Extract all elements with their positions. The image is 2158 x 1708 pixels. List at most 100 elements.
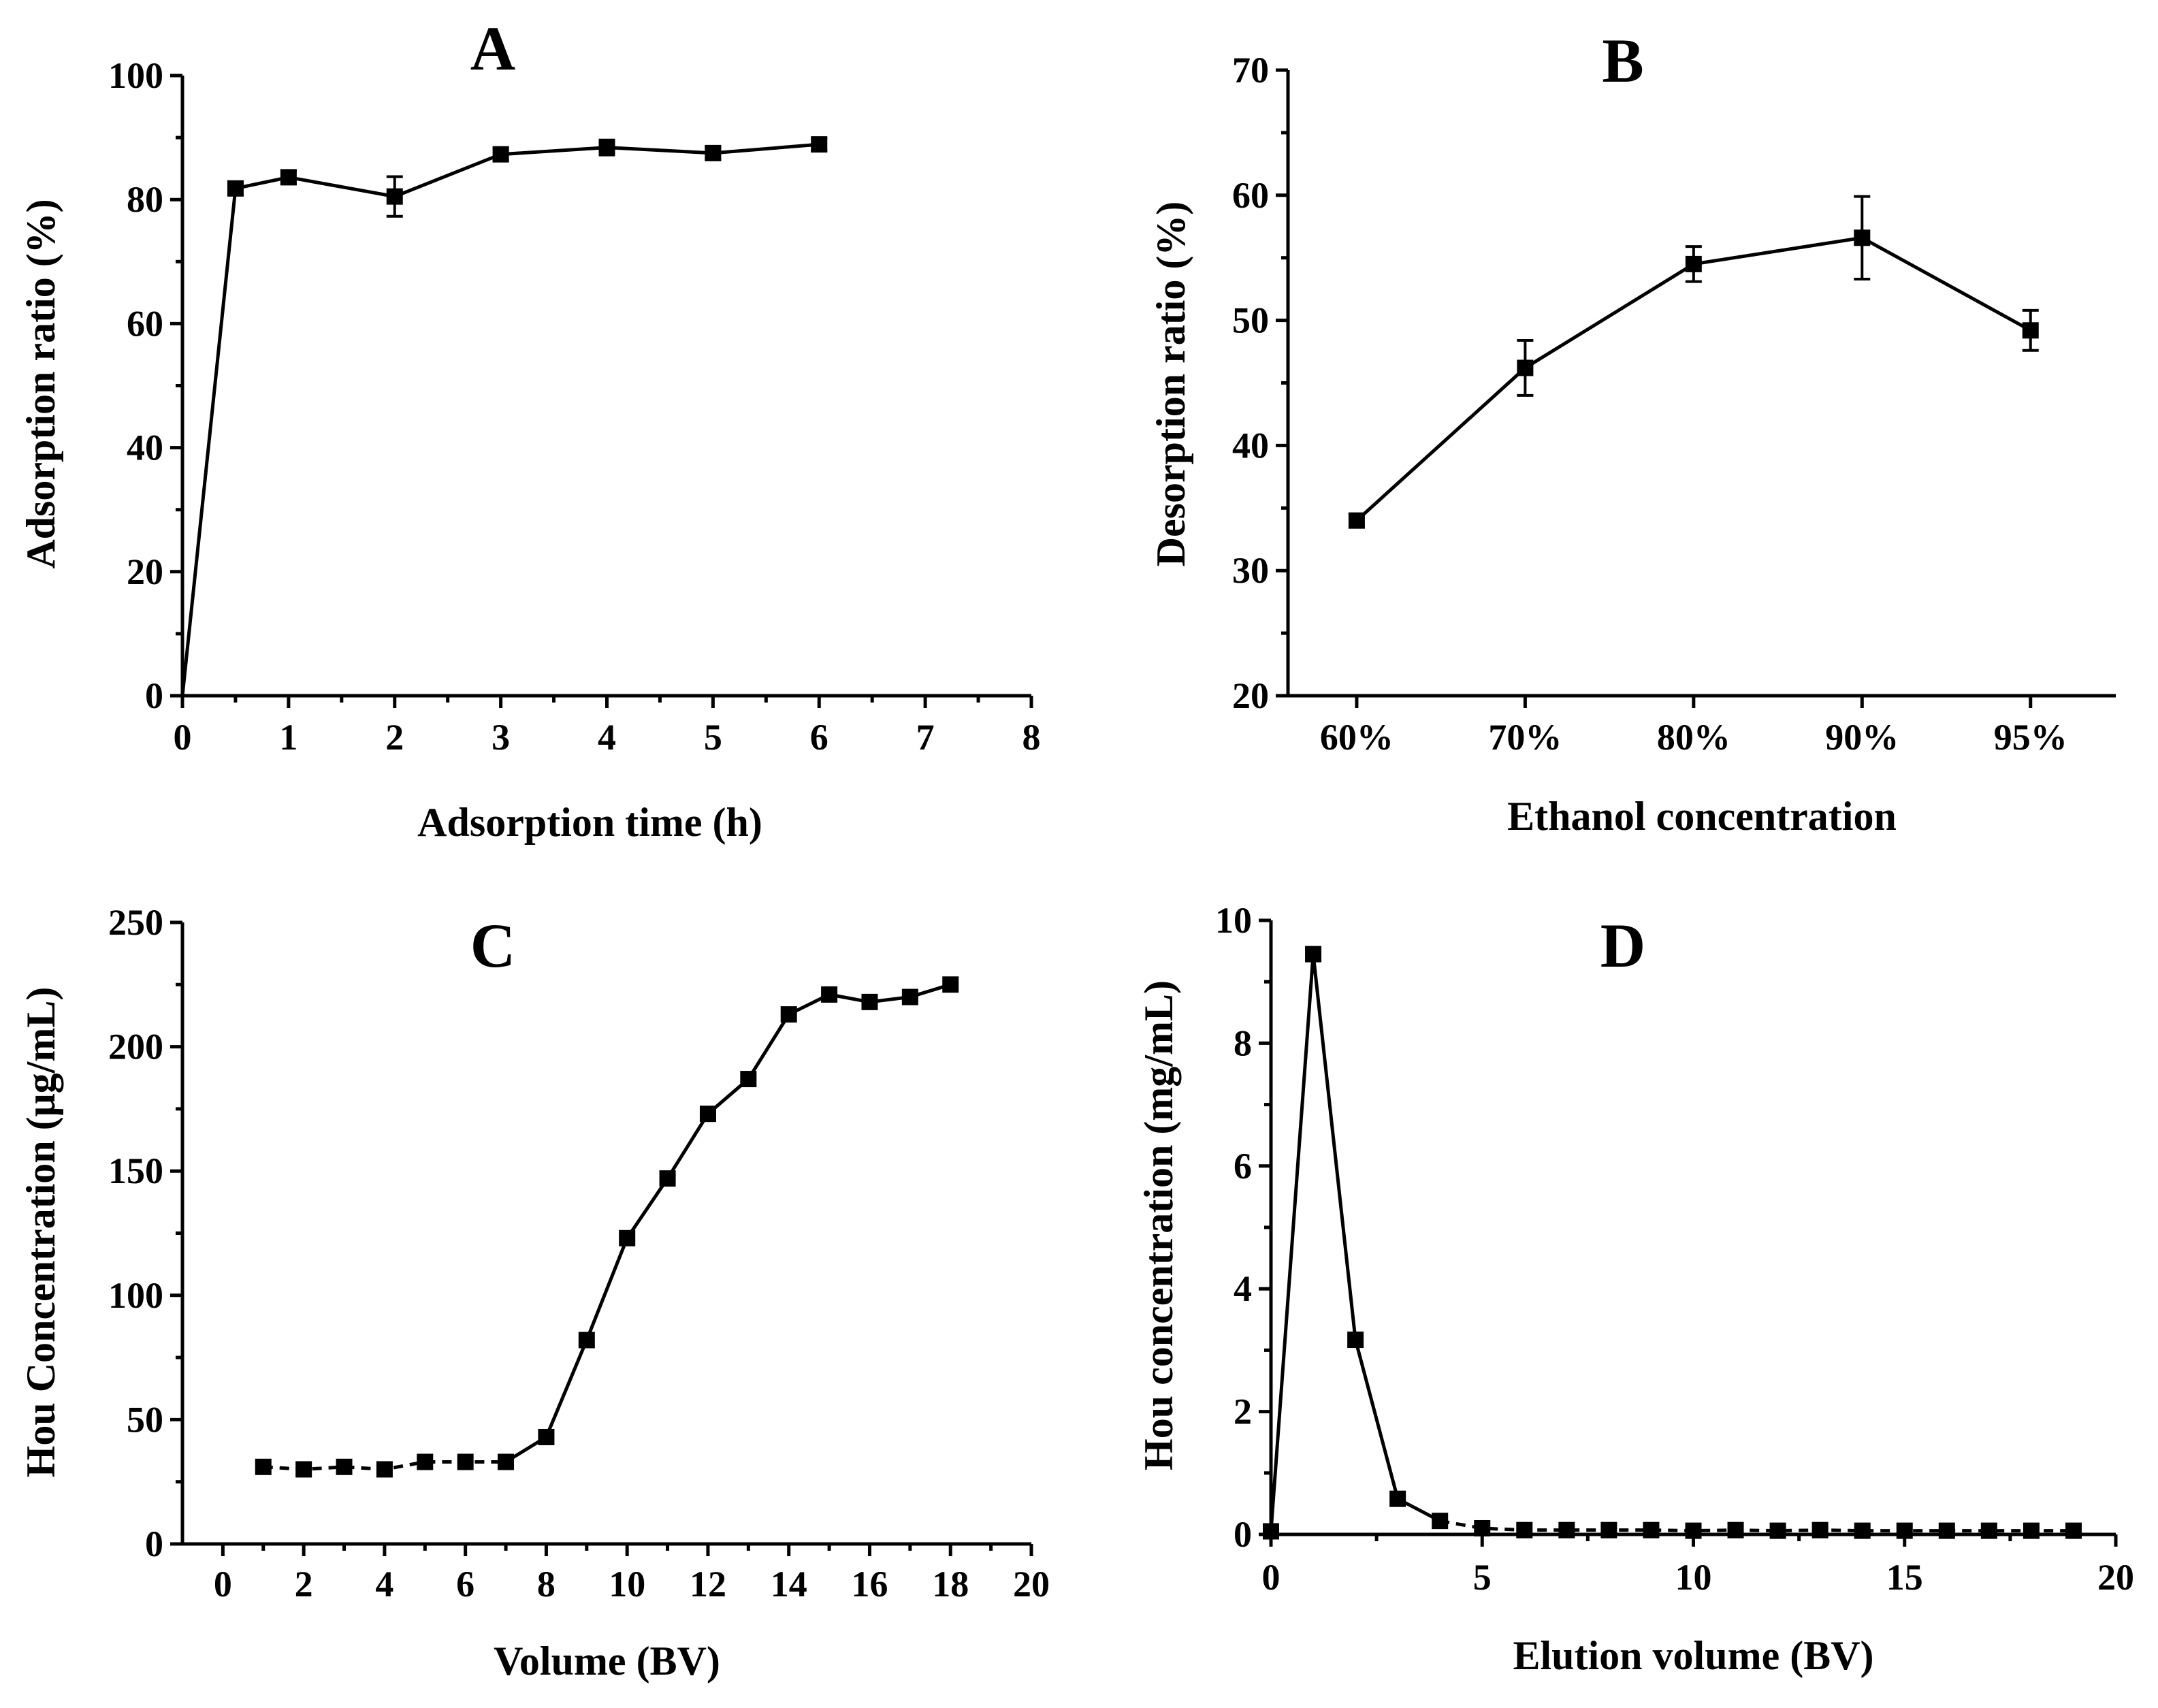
data-point: [457, 1453, 474, 1470]
data-point: [1432, 1513, 1449, 1530]
data-point: [1980, 1522, 1997, 1539]
data-point: [811, 136, 828, 153]
data-point: [1896, 1522, 1913, 1539]
x-tick-label: 3: [492, 717, 510, 758]
y-tick-label: 200: [108, 1027, 163, 1067]
x-tick-label: 8: [537, 1564, 555, 1605]
data-point: [1348, 512, 1365, 529]
y-tick-label: 30: [1232, 550, 1269, 591]
data-point: [1854, 1522, 1871, 1539]
data-point: [1685, 1522, 1702, 1539]
x-tick-label: 14: [771, 1564, 807, 1605]
x-tick-label: 70%: [1488, 717, 1562, 758]
x-tick-label: 0: [174, 717, 192, 758]
x-tick-label: 2: [385, 717, 404, 758]
x-tick-label: 4: [375, 1564, 393, 1605]
x-tick-label: 8: [1022, 717, 1041, 758]
data-point: [1474, 1519, 1491, 1536]
y-tick-label: 40: [1232, 425, 1269, 466]
data-point: [1389, 1490, 1406, 1507]
y-tick-label: 0: [1234, 1514, 1252, 1555]
y-tick-label: 6: [1234, 1146, 1252, 1187]
data-point: [699, 1106, 716, 1123]
y-tick-label: 8: [1234, 1022, 1252, 1063]
panel-b: 20 30 40 50 60 70 60% 70% 80% 90% 95% B Ethanol conc…: [1148, 26, 2116, 839]
data-point: [1854, 229, 1871, 246]
x-axis-title: Ethanol concentration: [1507, 794, 1897, 839]
data-point: [417, 1453, 434, 1470]
x-tick-label: 4: [598, 717, 616, 758]
data-point: [1600, 1521, 1617, 1538]
series-line-dashed: [1439, 1519, 2074, 1533]
x-tick-label: 2: [295, 1564, 313, 1605]
panel-title: C: [470, 911, 515, 980]
panel-c: 0 50 100 150 200 250 0 2 4 6 8 10 12 14 16 18 20 C Volume …: [18, 902, 1050, 1683]
series-line: [180, 142, 820, 696]
x-tick-label: 95%: [1994, 717, 2067, 758]
x-tick-label: 7: [916, 717, 935, 758]
panel-a: 0 20 40 60 80 100 0 1 2 3 4 5 6 7 8 A Adsorption time (h…: [18, 14, 1041, 845]
data-point: [942, 976, 959, 993]
series-line: [504, 982, 951, 1464]
data-point: [1263, 1523, 1279, 1540]
y-tick-label: 70: [1232, 50, 1269, 91]
x-tick-label: 12: [690, 1564, 726, 1605]
y-tick-label: 4: [1234, 1268, 1252, 1309]
x-tick-label: 60%: [1320, 717, 1394, 758]
y-axis-title: Hou concentration (mg/mL): [1136, 980, 1181, 1470]
data-point: [1517, 359, 1534, 376]
data-point: [498, 1453, 515, 1470]
y-tick-label: 10: [1215, 900, 1252, 941]
y-tick-label: 60: [127, 303, 163, 344]
data-point: [255, 1458, 272, 1475]
x-tick-label: 20: [1013, 1564, 1050, 1605]
y-tick-label: 20: [127, 551, 163, 592]
data-point: [280, 169, 297, 186]
y-tick-label: 2: [1234, 1391, 1252, 1432]
x-tick-label: 5: [1473, 1557, 1492, 1598]
x-tick-label: 90%: [1825, 717, 1899, 758]
y-tick-label: 0: [145, 675, 163, 716]
y-tick-label: 50: [1232, 300, 1269, 341]
data-point: [386, 188, 403, 205]
x-axis-title: Adsorption time (h): [417, 800, 762, 845]
data-point: [1516, 1521, 1533, 1538]
data-point: [1347, 1332, 1364, 1349]
data-point: [1643, 1521, 1660, 1538]
data-point: [780, 1006, 797, 1023]
y-tick-label: 0: [145, 1524, 163, 1564]
data-point: [376, 1461, 393, 1478]
x-tick-label: 5: [704, 717, 722, 758]
series-line: [1269, 954, 1441, 1532]
data-point: [538, 1428, 555, 1445]
data-point: [659, 1170, 676, 1187]
data-point: [861, 993, 878, 1010]
x-tick-label: 16: [851, 1564, 888, 1605]
data-point: [821, 986, 838, 1003]
data-point: [2023, 1522, 2040, 1539]
x-axis-title: Elution volume (BV): [1513, 1633, 1873, 1678]
x-tick-label: 80%: [1657, 717, 1730, 758]
data-point: [1938, 1522, 1955, 1539]
x-tick-label: 1: [279, 717, 297, 758]
x-tick-label: 20: [2097, 1557, 2134, 1598]
y-tick-label: 150: [108, 1150, 163, 1191]
y-tick-label: 60: [1232, 175, 1269, 216]
x-tick-label: 0: [1262, 1557, 1281, 1598]
x-tick-label: 10: [609, 1564, 645, 1605]
data-point: [1558, 1521, 1575, 1538]
y-axis-title: Desorption ratio (%): [1148, 202, 1193, 567]
data-point: [336, 1458, 353, 1475]
y-tick-label: 80: [127, 179, 163, 220]
x-tick-label: 6: [456, 1564, 474, 1605]
data-point: [1305, 946, 1322, 963]
x-axis-title: Volume (BV): [494, 1639, 720, 1683]
y-tick-label: 20: [1232, 675, 1269, 716]
data-point: [901, 988, 918, 1005]
y-tick-label: 250: [108, 902, 163, 943]
data-point: [2022, 322, 2039, 339]
data-point: [598, 139, 615, 156]
y-axis-title: Adsorption ratio (%): [18, 199, 63, 568]
